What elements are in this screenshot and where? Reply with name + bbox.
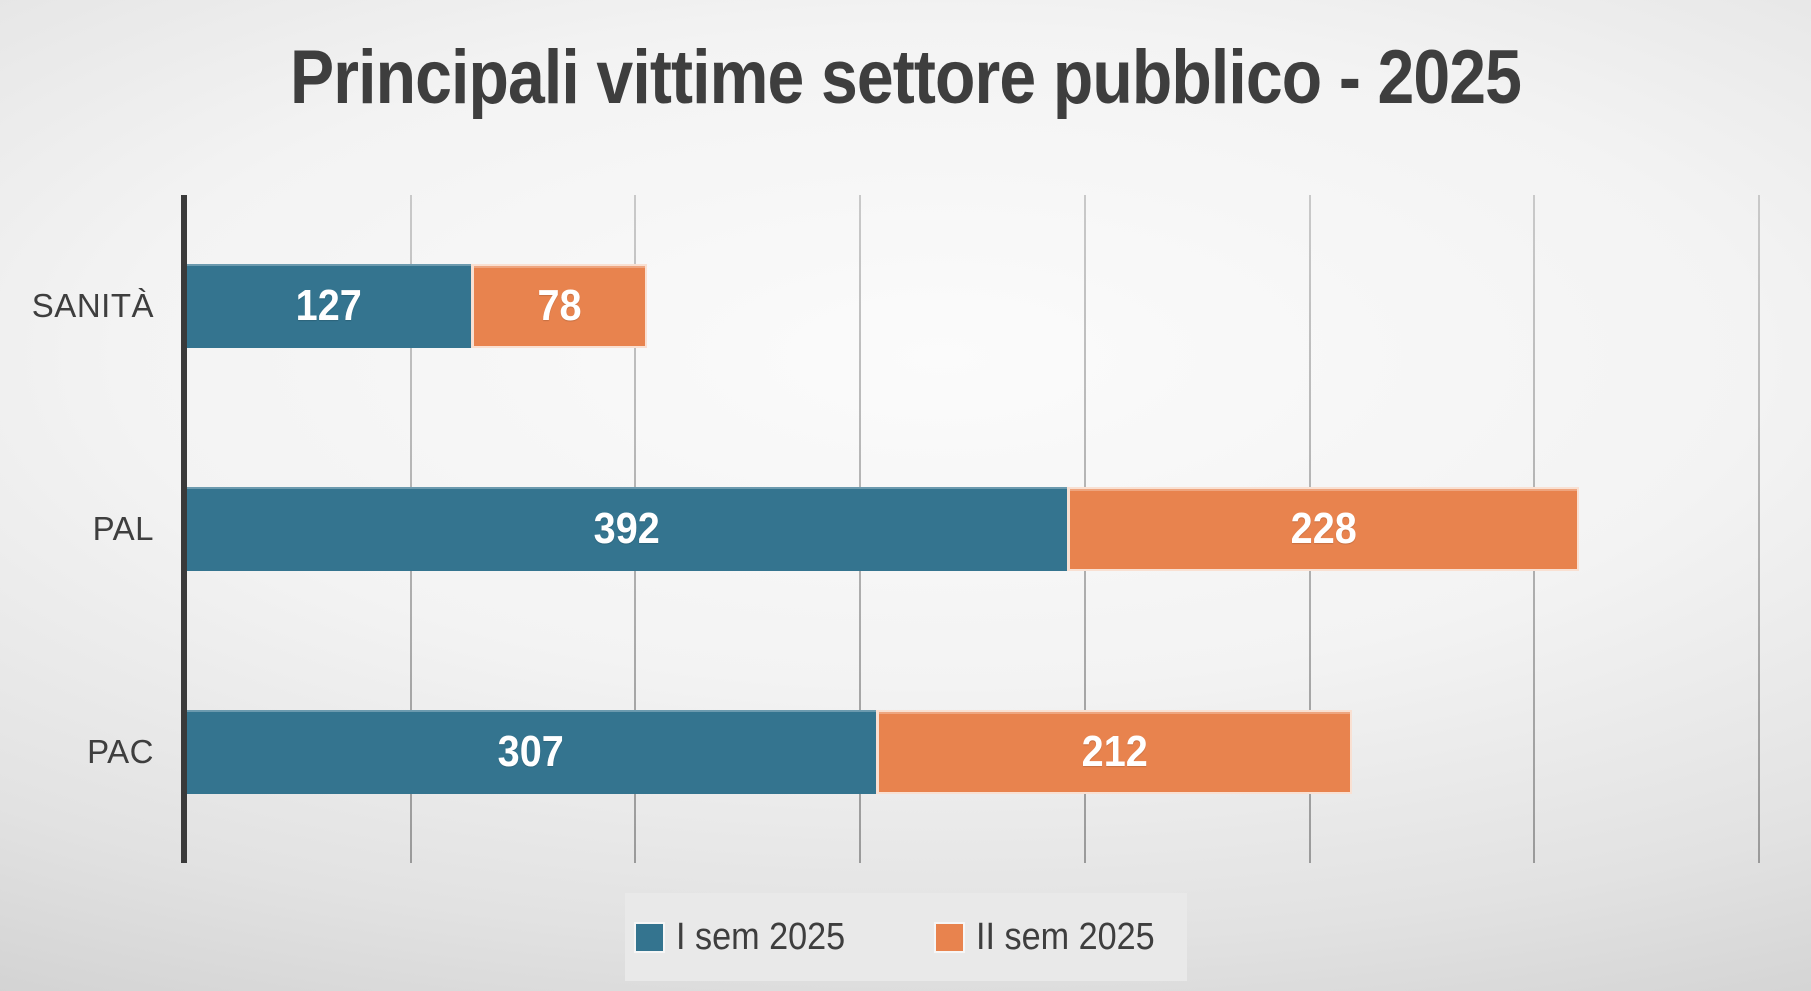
data-label: 212 xyxy=(1081,726,1148,776)
bar-segment-pal-series1: 392 xyxy=(186,487,1067,571)
legend-label-sem2: II sem 2025 xyxy=(976,915,1155,958)
data-label: 392 xyxy=(593,504,660,553)
bar-segment-sanità-series2: 78 xyxy=(471,264,647,349)
legend: I sem 2025 II sem 2025 xyxy=(624,893,1187,981)
bar-segment-pal-series2: 228 xyxy=(1066,487,1580,571)
bar-row-sanità: 127 78 xyxy=(186,264,1759,349)
legend-swatch-sem2 xyxy=(936,923,964,951)
data-label: 307 xyxy=(497,726,564,776)
category-band-pac: 307 212 xyxy=(186,640,1759,863)
category-label-pac: PAC xyxy=(87,732,154,770)
legend-label-sem1: I sem 2025 xyxy=(676,915,846,958)
legend-swatch-sem1 xyxy=(636,923,664,951)
data-label: 78 xyxy=(537,281,582,331)
bar-segment-pac-series1: 307 xyxy=(186,709,876,794)
plot-rows: 127 78 392 228 307 212 xyxy=(186,195,1759,863)
bar-row-pal: 392 228 xyxy=(186,487,1759,571)
data-label: 228 xyxy=(1290,504,1357,553)
plot-area: 127 78 392 228 307 212 xyxy=(181,195,1760,863)
legend-item-sem1: I sem 2025 xyxy=(636,916,864,959)
category-band-sanità: 127 78 xyxy=(186,195,1759,418)
chart-title: Principali vittime settore pubblico - 20… xyxy=(0,34,1811,121)
bar-row-pac: 307 212 xyxy=(186,709,1759,794)
gridline-700 xyxy=(1758,195,1760,863)
bar-segment-pac-series2: 212 xyxy=(875,709,1353,794)
bar-segment-sanità-series1: 127 xyxy=(186,264,472,349)
category-label-sanità: SANITÀ xyxy=(31,287,154,325)
data-label: 127 xyxy=(295,281,362,331)
category-labels: SANITÀ PAL PAC xyxy=(0,195,186,863)
y-axis-line xyxy=(181,195,187,863)
category-label-pal: PAL xyxy=(92,510,154,547)
chart-title-text: Principali vittime settore pubblico - 20… xyxy=(289,35,1522,120)
category-band-pal: 392 228 xyxy=(186,418,1759,641)
legend-item-sem2: II sem 2025 xyxy=(936,916,1175,959)
